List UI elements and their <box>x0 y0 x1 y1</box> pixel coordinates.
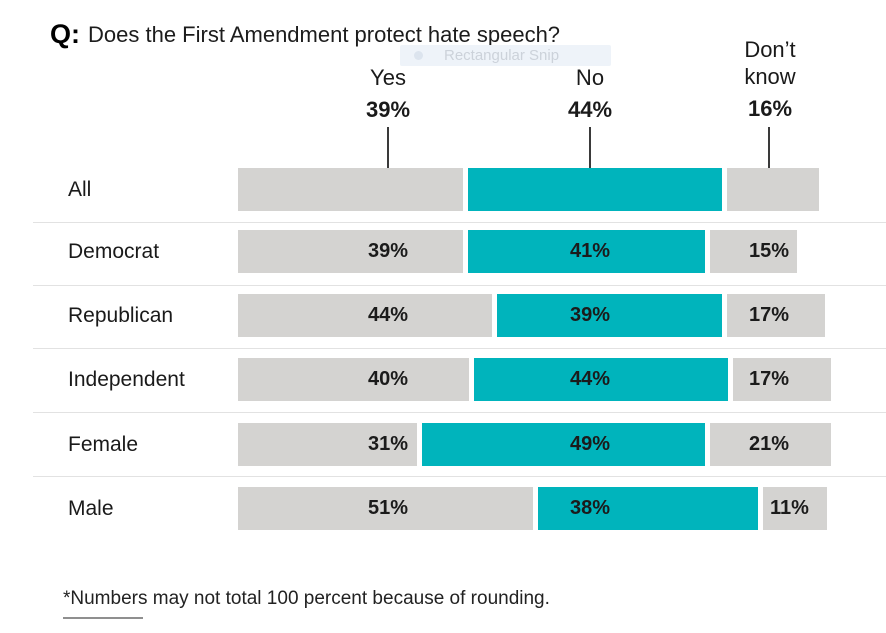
question-prefix: Q: <box>50 19 80 49</box>
column-header-no: No 44% <box>568 64 612 123</box>
row-label: Republican <box>68 304 174 327</box>
source-divider-rule <box>63 617 143 619</box>
bar-value-label: 17% <box>749 304 790 326</box>
bar-value-label: 17% <box>749 368 790 390</box>
row-label: Independent <box>68 368 185 391</box>
bar-value-label: 31% <box>368 433 409 455</box>
chart-row-democrat: Democrat 39% 41% 15% <box>0 230 886 273</box>
bar-segment-no: 44% <box>474 358 728 401</box>
row-divider <box>33 348 886 349</box>
chart-row-female: Female 31% 49% 21% <box>0 423 886 466</box>
bar-value-label: 39% <box>368 240 409 262</box>
chart-row-male: Male 51% 38% 11% <box>0 487 886 530</box>
bar-segment-don-t-know <box>727 168 819 211</box>
column-label: No <box>575 65 605 90</box>
bar-value-label: 49% <box>570 433 611 455</box>
bar-segment-don-t-know: 11% <box>763 487 827 530</box>
bar-value-label: 39% <box>570 304 611 326</box>
row-label: Female <box>68 433 139 456</box>
snip-dot-icon <box>414 51 423 60</box>
stacked-bar: 31% 49% 21% <box>238 423 831 466</box>
bar-segment-no: 38% <box>538 487 758 530</box>
column-value: 44% <box>567 97 613 122</box>
row-divider <box>33 285 886 286</box>
column-value: 16% <box>747 96 793 121</box>
column-label: Don’t know <box>744 37 796 89</box>
leader-line-yes <box>387 127 389 172</box>
bar-segment-don-t-know: 17% <box>727 294 825 337</box>
bar-value-label: 15% <box>749 240 790 262</box>
bar-segment-yes: 39% <box>238 230 463 273</box>
leader-line-no <box>589 127 591 172</box>
bar-value-label: 41% <box>570 240 611 262</box>
column-value: 39% <box>365 97 411 122</box>
bar-value-label: 44% <box>570 368 611 390</box>
bar-segment-yes: 51% <box>238 487 533 530</box>
row-divider <box>33 222 886 223</box>
stacked-bar <box>238 168 819 211</box>
bar-segment-no <box>468 168 722 211</box>
bar-value-label: 21% <box>749 433 790 455</box>
bar-segment-yes: 40% <box>238 358 469 401</box>
snip-tooltip-label: Rectangular Snip <box>444 47 560 64</box>
question-text: Does the First Amendment protect hate sp… <box>88 22 561 47</box>
chart-title: Q: Does the First Amendment protect hate … <box>50 19 560 50</box>
chart-row-all: All <box>0 168 886 211</box>
stacked-bar: 51% 38% 11% <box>238 487 827 530</box>
chart-row-republican: Republican 44% 39% 17% <box>0 294 886 337</box>
footnote: *Numbers may not total 100 percent becau… <box>63 588 550 609</box>
bar-segment-no: 39% <box>497 294 722 337</box>
row-label: Male <box>68 497 114 520</box>
bar-value-label: 51% <box>368 497 409 519</box>
row-divider <box>33 476 886 477</box>
bar-segment-don-t-know: 21% <box>710 423 831 466</box>
bar-value-label: 11% <box>770 497 809 519</box>
bar-segment-yes: 44% <box>238 294 492 337</box>
bar-value-label: 44% <box>368 304 409 326</box>
bar-segment-yes: 31% <box>238 423 417 466</box>
stacked-bar: 39% 41% 15% <box>238 230 797 273</box>
bar-value-label: 38% <box>570 497 611 519</box>
column-label: Yes <box>370 65 406 90</box>
bar-value-label: 40% <box>368 368 409 390</box>
stacked-bar: 40% 44% 17% <box>238 358 831 401</box>
row-divider <box>33 412 886 413</box>
bar-segment-no: 49% <box>422 423 705 466</box>
rectangular-snip-tooltip: Rectangular Snip <box>400 45 611 66</box>
column-header-yes: Yes 39% <box>366 64 410 123</box>
leader-line-dont-know <box>768 127 770 172</box>
bar-segment-no: 41% <box>468 230 705 273</box>
column-header-dont-know: Don’t know 16% <box>724 36 816 122</box>
bar-segment-don-t-know: 15% <box>710 230 797 273</box>
row-label: Democrat <box>68 240 160 263</box>
row-label: All <box>68 178 92 201</box>
bar-segment-yes <box>238 168 463 211</box>
chart-row-independent: Independent 40% 44% 17% <box>0 358 886 401</box>
bar-segment-don-t-know: 17% <box>733 358 831 401</box>
stacked-bar: 44% 39% 17% <box>238 294 825 337</box>
